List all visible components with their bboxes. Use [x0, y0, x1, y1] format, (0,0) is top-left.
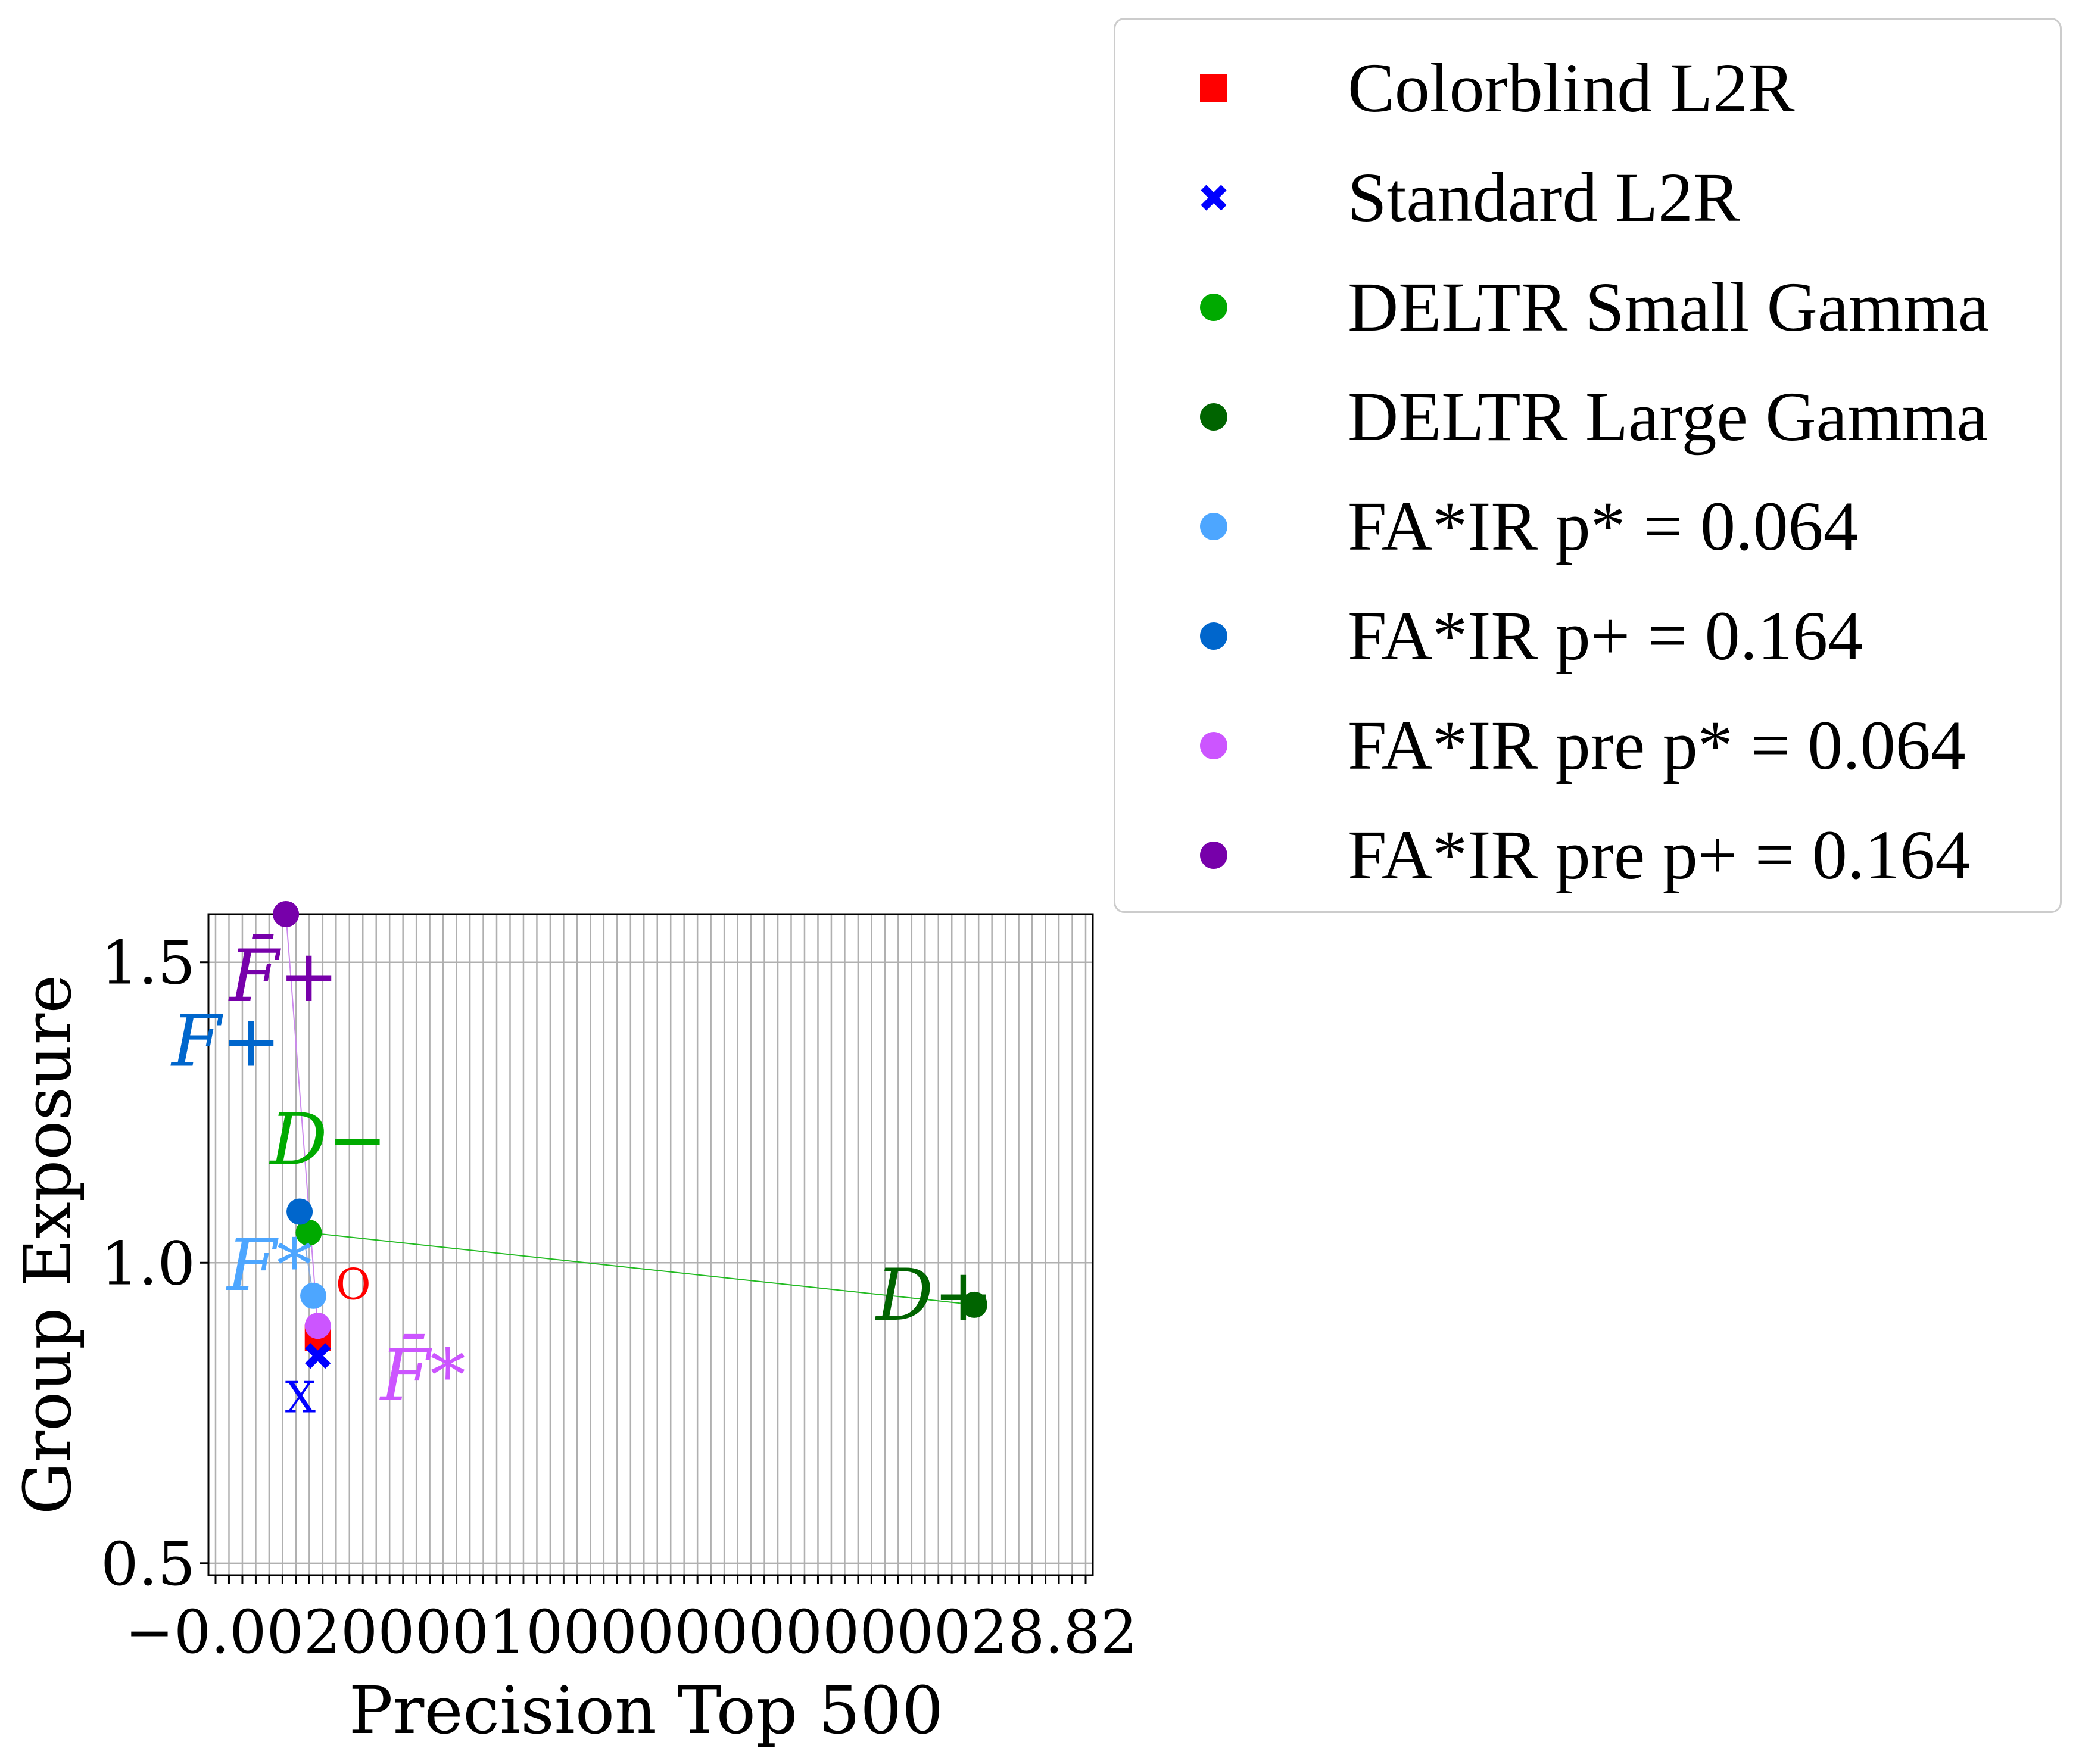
- legend-label: DELTR Large Gamma: [1348, 378, 1988, 456]
- point-fa-ir-pre-p-0-164: [273, 901, 300, 927]
- legend-square-marker: [1199, 73, 1229, 103]
- legend-label: FA*IR p+ = 0.164: [1348, 597, 1863, 675]
- legend-label: FA*IR pre p* = 0.064: [1348, 706, 1966, 784]
- legend-item: DELTR Large Gamma: [1115, 378, 2060, 456]
- legend-x-marker: [1199, 183, 1229, 213]
- annotation-deltr-large-gamma: D+: [875, 1254, 993, 1337]
- legend-label: FA*IR p* = 0.064: [1348, 487, 1859, 565]
- legend-item: DELTR Small Gamma: [1115, 268, 2060, 346]
- legend-circle-marker: [1199, 292, 1229, 322]
- x-axis-label: Precision Top 500: [349, 1672, 944, 1749]
- legend-circle-marker: [1199, 402, 1229, 432]
- grid: [208, 914, 1093, 1575]
- annotation-standard-l2r: X: [285, 1373, 316, 1423]
- annotations: O X D− D+ F* F+ F̄* F̄+: [170, 934, 993, 1423]
- point-fa-ir-pre-p-0-064: [304, 1313, 331, 1339]
- legend-item: FA*IR p* = 0.064: [1115, 487, 2060, 565]
- point-deltr-small-gamma: [295, 1219, 322, 1246]
- point-standard-l2r: [305, 1343, 331, 1369]
- legend-item: Colorblind L2R: [1115, 49, 2060, 127]
- point-fa-ir-p-0-064: [300, 1282, 327, 1309]
- legend-circle-marker: [1199, 840, 1229, 870]
- legend-item: FA*IR p+ = 0.164: [1115, 597, 2060, 675]
- y-tick-label: 0.5: [101, 1529, 195, 1599]
- legend-circle-marker: [1199, 621, 1229, 651]
- y-tick-label: 1.0: [101, 1229, 195, 1298]
- point-deltr-large-gamma: [961, 1291, 987, 1318]
- annotation-fa-ir-p-0-164: F+: [170, 1001, 281, 1083]
- legend-circle-marker: [1199, 512, 1229, 541]
- deltr-line: [308, 1232, 975, 1305]
- legend-circle-marker: [1199, 731, 1229, 761]
- point-fa-ir-p-0-164: [286, 1198, 313, 1225]
- annotation-fa-ir-p-0-064: F*: [226, 1224, 312, 1307]
- y-tick-label: 1.5: [101, 928, 195, 998]
- axis-ticks: 0.5 1.0 1.5: [101, 928, 1087, 1599]
- legend: Colorblind L2R Standard L2R DELTR Small Ga…: [1114, 18, 2062, 913]
- legend-label: FA*IR pre p+ = 0.164: [1348, 816, 1971, 894]
- annotation-deltr-small-gamma: D−: [269, 1099, 387, 1182]
- annotation-colorblind-l2r: O: [336, 1259, 371, 1309]
- legend-item: Standard L2R: [1115, 158, 2060, 236]
- annotation-fa-ir-pre-p-0-164: F̄+: [228, 934, 339, 1018]
- legend-label: Standard L2R: [1348, 158, 1740, 236]
- fair-pre-line: [285, 914, 319, 1326]
- y-axis-label: Group Exposure: [10, 975, 86, 1515]
- annotation-fa-ir-pre-p-0-064: F̄*: [379, 1333, 466, 1417]
- legend-label: DELTR Small Gamma: [1348, 268, 1990, 346]
- legend-item: FA*IR pre p* = 0.064: [1115, 706, 2060, 784]
- x-tick-labels: −0.0020000100000000000028.82: [125, 1597, 1137, 1667]
- data-points: [273, 901, 987, 1369]
- legend-label: Colorblind L2R: [1348, 49, 1795, 127]
- plot-frame: [207, 913, 1094, 1576]
- legend-item: FA*IR pre p+ = 0.164: [1115, 816, 2060, 894]
